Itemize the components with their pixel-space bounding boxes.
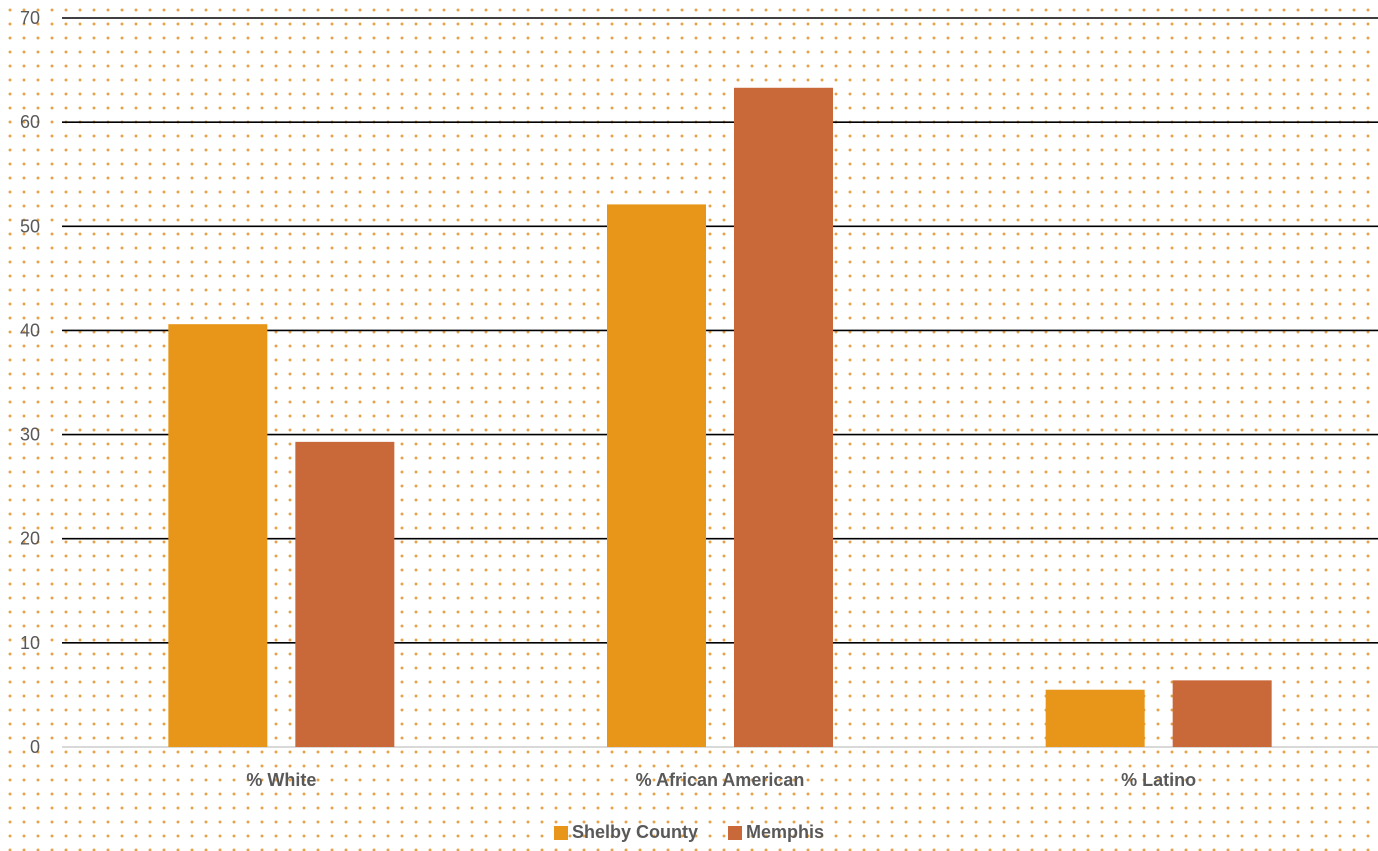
x-axis-labels: % White % African American % Latino: [246, 770, 1196, 790]
legend: Shelby County Memphis: [0, 822, 1378, 843]
y-axis-ticks: 0 10 20 30 40 50 60 70: [20, 8, 40, 757]
x-category-label-2: % Latino: [1121, 770, 1196, 790]
x-category-label-1: % African American: [636, 770, 805, 790]
y-tick-label-40: 40: [20, 320, 40, 340]
bar-shelby-county-0: [168, 324, 268, 747]
y-tick-label-60: 60: [20, 112, 40, 132]
bar-memphis-1: [734, 87, 833, 748]
y-tick-label-10: 10: [20, 633, 40, 653]
legend-item-shelby-county: Shelby County: [553, 822, 698, 843]
y-tick-label-30: 30: [20, 425, 40, 445]
bar-shelby-county-2: [1045, 689, 1145, 747]
bar-shelby-county-1: [607, 204, 706, 747]
bar-memphis-0: [295, 441, 395, 747]
y-tick-label-50: 50: [20, 216, 40, 236]
y-tick-label-70: 70: [20, 8, 40, 28]
legend-label-shelby-county: Shelby County: [571, 822, 698, 842]
x-category-label-0: % White: [246, 770, 316, 790]
y-tick-label-20: 20: [20, 529, 40, 549]
legend-swatch-memphis: [728, 825, 742, 840]
y-tick-label-0: 0: [30, 737, 40, 757]
legend-item-memphis: Memphis: [728, 822, 824, 843]
grid-lines: [62, 17, 1378, 748]
bar-memphis-2: [1172, 680, 1272, 747]
bars: [168, 87, 1272, 748]
legend-label-memphis: Memphis: [746, 822, 825, 842]
legend-swatch-shelby-county: [553, 825, 568, 840]
